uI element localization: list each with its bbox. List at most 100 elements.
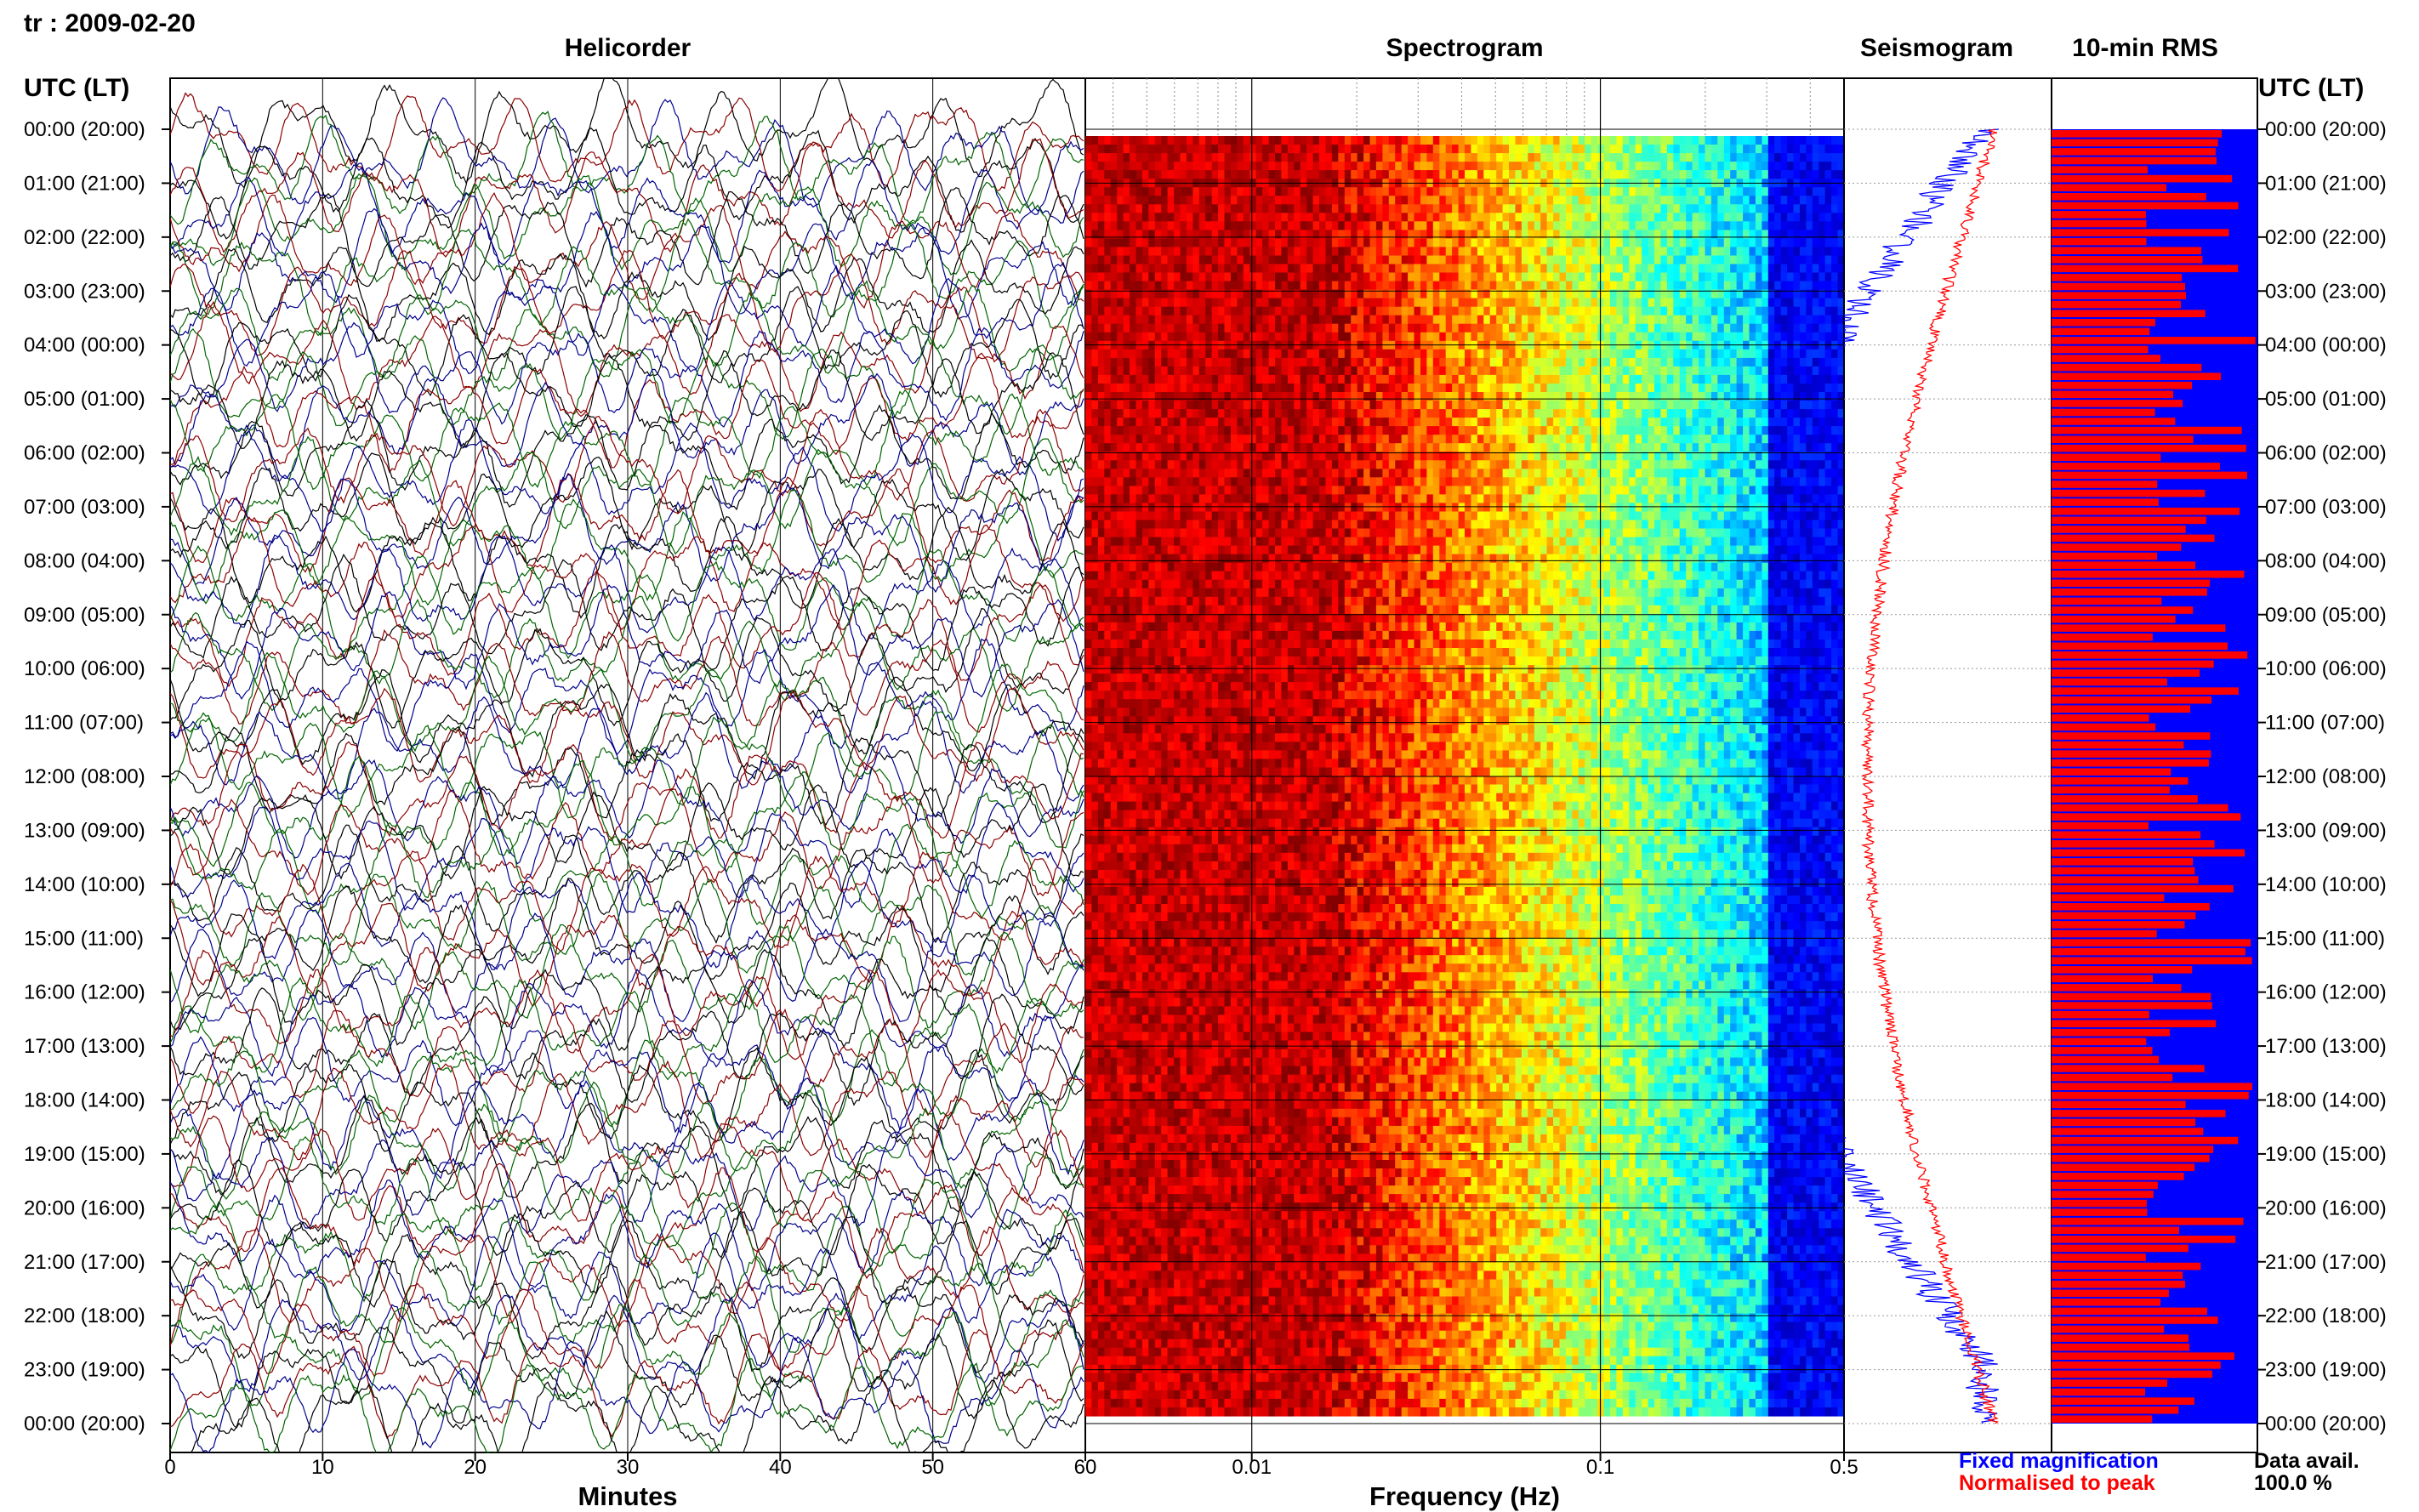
spectrogram-cell bbox=[1705, 281, 1712, 291]
spectrogram-cell bbox=[1666, 213, 1674, 222]
spectrogram-cell bbox=[1730, 187, 1738, 196]
spectrogram-cell bbox=[1654, 196, 1661, 205]
spectrogram-cell bbox=[1174, 204, 1181, 213]
spectrogram-cell bbox=[1780, 349, 1788, 359]
spectrogram-cell bbox=[1767, 196, 1775, 205]
spectrogram-cell bbox=[1679, 145, 1687, 154]
spectrogram-cell bbox=[1408, 323, 1415, 333]
spectrogram-cell bbox=[1489, 384, 1497, 393]
spectrogram-cell bbox=[1351, 204, 1358, 213]
spectrogram-cell bbox=[1186, 374, 1193, 384]
spectrogram-cell bbox=[1710, 349, 1718, 359]
spectrogram-cell bbox=[1793, 221, 1801, 230]
spectrogram-cell bbox=[1666, 315, 1674, 325]
spectrogram-cell bbox=[1521, 289, 1528, 299]
spectrogram-cell bbox=[1148, 443, 1156, 452]
spectrogram-cell bbox=[1616, 213, 1624, 222]
spectrogram-cell bbox=[1749, 204, 1756, 213]
spectrogram-cell bbox=[1167, 264, 1175, 274]
spectrogram-cell bbox=[1306, 196, 1314, 205]
spectrogram-cell bbox=[1445, 392, 1453, 401]
spectrogram-cell bbox=[1255, 306, 1263, 316]
spectrogram-cell bbox=[1287, 230, 1295, 239]
spectrogram-cell bbox=[1432, 460, 1440, 469]
spectrogram-cell bbox=[1117, 315, 1124, 325]
spectrogram-cell bbox=[1800, 443, 1807, 452]
spectrogram-cell bbox=[1141, 306, 1149, 316]
spectrogram-cell bbox=[1780, 238, 1788, 247]
spectrogram-cell bbox=[1123, 221, 1130, 230]
spectrogram-cell bbox=[1432, 443, 1440, 452]
spectrogram-cell bbox=[1603, 298, 1611, 308]
spectrogram-cell bbox=[1793, 409, 1801, 418]
spectrogram-cell bbox=[1091, 357, 1099, 367]
spectrogram-cell bbox=[1692, 460, 1699, 469]
helicorder-trace bbox=[170, 628, 1084, 733]
spectrogram-cell bbox=[1787, 145, 1795, 154]
spectrogram-cell bbox=[1824, 153, 1832, 162]
spectrogram-cell bbox=[1622, 418, 1630, 427]
spectrogram-cell bbox=[1205, 443, 1213, 452]
spectrogram-cell bbox=[1375, 136, 1383, 145]
spectrogram-cell bbox=[1300, 477, 1307, 486]
spectrogram-cell bbox=[1699, 452, 1705, 461]
spectrogram-cell bbox=[1654, 426, 1661, 435]
spectrogram-cell bbox=[1578, 255, 1585, 265]
spectrogram-cell bbox=[1192, 384, 1200, 393]
spectrogram-cell bbox=[1660, 213, 1668, 222]
spectrogram-cell bbox=[1686, 187, 1693, 196]
spectrogram-cell bbox=[1477, 306, 1484, 316]
spectrogram-cell bbox=[1186, 264, 1193, 274]
spectrogram-cell bbox=[1819, 315, 1826, 325]
spectrogram-cell bbox=[1666, 366, 1674, 376]
spectrogram-cell bbox=[1414, 384, 1421, 393]
spectrogram-cell bbox=[1812, 247, 1819, 256]
spectrogram-cell bbox=[1546, 281, 1554, 291]
spectrogram-cell bbox=[1319, 247, 1326, 256]
spectrogram-cell bbox=[1793, 289, 1801, 299]
spectrogram-cell bbox=[1249, 281, 1257, 291]
spectrogram-cell bbox=[1382, 238, 1390, 247]
spectrogram-cell bbox=[1553, 136, 1561, 145]
spectrogram-cell bbox=[1806, 162, 1813, 171]
spectrogram-cell bbox=[1426, 255, 1434, 265]
spectrogram-cell bbox=[1192, 247, 1200, 256]
spectrogram-cell bbox=[1534, 374, 1541, 384]
spectrogram-cell bbox=[1635, 332, 1642, 342]
spectrogram-cell bbox=[1515, 264, 1523, 274]
spectrogram-cell bbox=[1174, 374, 1181, 384]
spectrogram-cell bbox=[1388, 443, 1396, 452]
spectrogram-cell bbox=[1294, 315, 1301, 325]
spectrogram-cell bbox=[1167, 187, 1175, 196]
spectrogram-cell bbox=[1224, 366, 1232, 376]
spectrogram-cell bbox=[1585, 435, 1592, 444]
spectrogram-cell bbox=[1445, 426, 1453, 435]
spectrogram-cell bbox=[1452, 315, 1460, 325]
spectrogram-cell bbox=[1331, 349, 1339, 359]
spectrogram-cell bbox=[1369, 401, 1377, 410]
helicorder-trace bbox=[170, 261, 1084, 375]
spectrogram-cell bbox=[1312, 435, 1320, 444]
spectrogram-cell bbox=[1262, 332, 1270, 342]
spectrogram-cell bbox=[1710, 332, 1718, 342]
spectrogram-cell bbox=[1774, 238, 1782, 247]
spectrogram-cell bbox=[1224, 196, 1232, 205]
spectrogram-cell bbox=[1167, 170, 1175, 179]
spectrogram-cell bbox=[1572, 332, 1579, 342]
spectrogram-cell bbox=[1344, 384, 1352, 393]
spectrogram-cell bbox=[1471, 315, 1478, 325]
spectrogram-cell bbox=[1420, 196, 1427, 205]
spectrogram-cell bbox=[1629, 238, 1636, 247]
spectrogram-cell bbox=[1521, 196, 1528, 205]
spectrogram-cell bbox=[1572, 349, 1579, 359]
spectrogram-cell bbox=[1572, 306, 1579, 316]
spectrogram-cell bbox=[1540, 374, 1548, 384]
spectrogram-cell bbox=[1104, 238, 1112, 247]
spectrogram-cell bbox=[1793, 357, 1801, 367]
spectrogram-cell bbox=[1692, 374, 1699, 384]
spectrogram-cell bbox=[1432, 187, 1440, 196]
spectrogram-cell bbox=[1117, 221, 1124, 230]
spectrogram-cell bbox=[1401, 187, 1409, 196]
spectrogram-cell bbox=[1104, 323, 1112, 333]
spectrogram-cell bbox=[1673, 162, 1681, 171]
